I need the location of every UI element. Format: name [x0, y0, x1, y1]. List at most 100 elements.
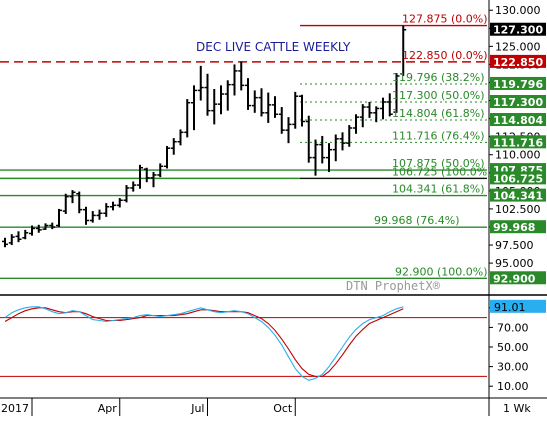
price-tag: 111.716 — [490, 135, 546, 149]
price-bar — [339, 132, 346, 151]
price-tag-label: 122.850 — [493, 56, 543, 69]
price-bar — [170, 138, 177, 155]
price-bar — [143, 167, 150, 183]
price-bar — [96, 209, 103, 220]
price-bar — [258, 88, 265, 117]
price-bar — [110, 201, 116, 211]
chart-title: DEC LIVE CATTLE WEEKLY — [196, 40, 351, 54]
price-tag-box — [490, 94, 546, 108]
time-tick-label: Apr — [98, 402, 118, 415]
watermark: DTN ProphetX® — [346, 279, 441, 293]
price-tick-label: 95.000 — [495, 257, 534, 270]
price-tag-label: 117.300 — [493, 96, 543, 109]
price-bar — [224, 80, 231, 111]
oscillator-tick-label: 50.00 — [497, 341, 529, 354]
price-bar — [22, 229, 29, 240]
time-tick-label: 2017 — [1, 402, 29, 415]
price-bar — [366, 101, 373, 118]
price-tag-label: 92.900 — [493, 272, 536, 285]
price-bar — [42, 223, 49, 230]
price-bar — [103, 203, 110, 217]
price-bar — [15, 231, 22, 243]
price-bar — [305, 115, 312, 163]
price-tag: 119.796 — [490, 76, 546, 91]
level-label: 107.875 (50.0%) — [392, 157, 485, 170]
price-bar — [177, 129, 184, 146]
oscillator-value-box — [490, 299, 546, 313]
price-bar — [83, 206, 89, 225]
price-bar — [204, 73, 211, 116]
price-tag-label: 114.804 — [493, 114, 543, 127]
price-tick-label: 102.500 — [495, 203, 541, 216]
price-bar — [191, 85, 197, 131]
price-bar — [2, 237, 8, 248]
price-tag-label: 127.300 — [493, 24, 543, 37]
price-bar — [56, 208, 62, 227]
price-bar — [299, 94, 305, 127]
price-bar — [231, 64, 238, 96]
time-tick-label: Jul — [190, 402, 204, 415]
price-bar — [150, 172, 157, 188]
oscillator-tick-label: 10.00 — [497, 380, 529, 393]
price-tag: 104.341 — [490, 188, 546, 203]
price-bar — [265, 92, 272, 123]
price-bar — [218, 85, 224, 115]
price-bar — [332, 134, 339, 162]
price-tag-box — [490, 220, 546, 234]
price-tag: 117.300 — [490, 94, 546, 109]
oscillator-value-label: 91.01 — [494, 301, 526, 314]
level-label: 99.968 (76.4%) — [374, 214, 460, 227]
price-tag: 106.725 — [490, 171, 546, 185]
level-label: 111.716 (76.4%) — [392, 129, 485, 142]
price-tag-label: 111.716 — [493, 136, 543, 149]
price-tag: 99.968 — [490, 220, 546, 234]
price-bar — [137, 164, 143, 189]
price-bar — [211, 88, 218, 125]
price-tag: 114.804 — [490, 113, 546, 127]
price-bar — [278, 107, 285, 134]
price-tag-label: 99.968 — [493, 221, 535, 234]
level-label: 127.875 (0.0%) — [402, 13, 488, 26]
price-bar — [353, 114, 359, 134]
price-tick-label: 97.500 — [495, 239, 534, 252]
price-bar — [245, 78, 251, 110]
price-tag: 122.850 — [490, 54, 546, 69]
oscillator-value-tag: 91.01 — [490, 299, 546, 314]
price-bar — [326, 143, 332, 173]
price-bar — [197, 65, 204, 101]
price-bar — [130, 181, 137, 192]
price-bar — [292, 91, 299, 129]
price-tick-label: 125.000 — [495, 40, 541, 53]
level-label: 104.341 (61.8%) — [392, 183, 485, 196]
oscillator-tick-label: 70.00 — [497, 321, 529, 334]
price-tick-label: 130.000 — [495, 4, 541, 17]
level-label: 117.300 (50.0%) — [392, 89, 485, 102]
price-bar — [393, 73, 400, 113]
price-tag-box — [490, 188, 546, 202]
level-label: 106.725 (100.0%) — [392, 165, 492, 178]
oscillator-slow-line — [4, 307, 404, 377]
price-bar — [346, 125, 353, 147]
price-tag-label: 106.725 — [493, 172, 543, 185]
oscillator-fast-line — [4, 306, 404, 381]
price-tag-box — [490, 135, 546, 149]
price-bar — [157, 163, 164, 178]
price-bar — [272, 96, 278, 118]
price-bar — [285, 117, 292, 144]
price-bar — [164, 146, 170, 169]
price-bar — [62, 193, 69, 214]
price-bar — [35, 224, 42, 233]
price-tag-box — [490, 271, 546, 285]
price-bar — [69, 190, 76, 204]
price-bar — [76, 191, 83, 214]
price-bar — [400, 25, 407, 76]
oscillator-tick-label: 30.00 — [497, 361, 529, 374]
level-label: 92.900 (100.0%) — [395, 265, 488, 278]
price-bar — [238, 61, 245, 91]
price-bar — [8, 234, 15, 246]
timeframe-label: 1 Wk — [503, 402, 531, 415]
price-bar — [251, 90, 258, 113]
